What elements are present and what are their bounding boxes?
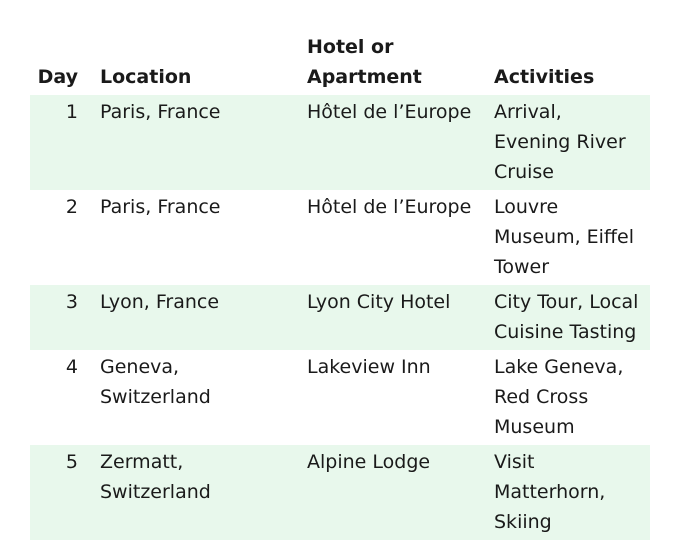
cell-location: Paris, France: [100, 196, 221, 218]
table-row: 2 Paris, France Hôtel de l’Europe Louvre…: [30, 190, 650, 285]
cell-day: 5: [30, 445, 100, 540]
header-day: Day: [37, 66, 78, 88]
table-row: 1 Paris, France Hôtel de l’Europe Arriva…: [30, 95, 650, 190]
header-activities: Activities: [494, 66, 595, 88]
cell-location: Zermatt, Switzerland: [100, 445, 307, 540]
cell-location: Lyon, France: [100, 285, 307, 350]
cell-hotel: Hôtel de l’Europe: [307, 95, 494, 190]
cell-activities: Lake Geneva, Red Cross Museum: [494, 356, 624, 438]
cell-hotel: Lakeview Inn: [307, 356, 431, 378]
cell-day: 1: [30, 95, 100, 190]
cell-activities: Visit Matterhorn, Skiing: [494, 445, 650, 540]
cell-activities: Arrival, Evening River Cruise: [494, 95, 650, 190]
itinerary-table: Day Location Hotel or Apartment Activiti…: [30, 30, 650, 540]
table-row: 5 Zermatt, Switzerland Alpine Lodge Visi…: [30, 445, 650, 540]
cell-activities: City Tour, Local Cuisine Tasting: [494, 285, 650, 350]
cell-hotel: Lyon City Hotel: [307, 285, 494, 350]
cell-hotel: Alpine Lodge: [307, 445, 494, 540]
cell-activities: Louvre Museum, Eiffel Tower: [494, 196, 634, 278]
header-location: Location: [100, 66, 192, 88]
cell-day: 2: [65, 196, 78, 218]
header-hotel: Hotel or Apartment: [307, 36, 422, 88]
header-row: Day Location Hotel or Apartment Activiti…: [30, 30, 650, 95]
cell-location: Geneva, Switzerland: [100, 356, 211, 408]
table-row: 3 Lyon, France Lyon City Hotel City Tour…: [30, 285, 650, 350]
cell-location: Paris, France: [100, 95, 307, 190]
cell-day: 3: [30, 285, 100, 350]
cell-day: 4: [65, 356, 78, 378]
table-row: 4 Geneva, Switzerland Lakeview Inn Lake …: [30, 350, 650, 445]
cell-hotel: Hôtel de l’Europe: [307, 196, 472, 218]
